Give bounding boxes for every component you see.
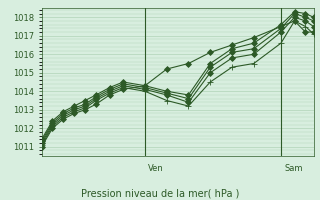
Text: Pression niveau de la mer( hPa ): Pression niveau de la mer( hPa ) — [81, 188, 239, 198]
Text: Ven: Ven — [148, 164, 164, 173]
Text: Sam: Sam — [284, 164, 303, 173]
